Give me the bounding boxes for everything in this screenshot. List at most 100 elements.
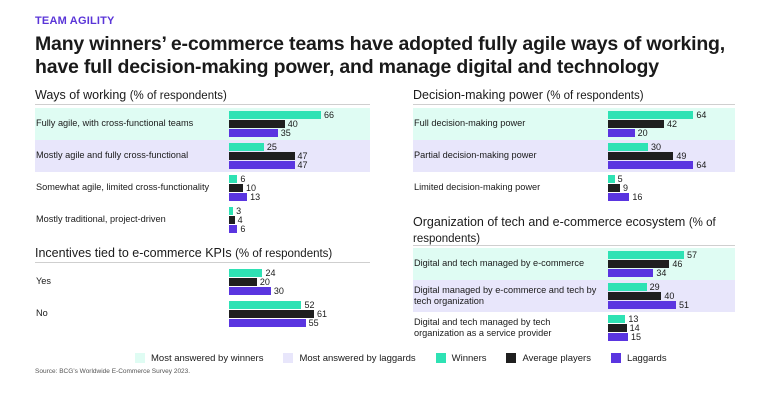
chart-1-row-2-value-average: 47 (297, 151, 308, 161)
legend-item-average: Average players (506, 353, 591, 364)
legend-label-band-laggards: Most answered by laggards (299, 352, 416, 364)
chart-3-row-3-label-text: Limited decision-making power (414, 182, 541, 193)
chart-1-row-2-bar-laggards (229, 161, 295, 169)
chart-4-row-3-value-laggards: 15 (631, 332, 642, 342)
chart-4-row-1-bar-average (608, 260, 670, 268)
chart-1-row-3-value-average: 10 (245, 183, 256, 193)
legend-item-band-laggards: Most answered by laggards (283, 352, 416, 364)
legend: Most answered by winners Most answered b… (135, 352, 687, 364)
legend-label-winners: Winners (451, 352, 487, 364)
chart-3-row-1-label: Full decision-making power (414, 108, 599, 140)
chart-1-row-3-value-winners: 6 (240, 174, 246, 184)
chart-2-row-1-bar-laggards (229, 287, 271, 295)
chart-4-row-1-bar-laggards (608, 269, 654, 277)
chart-3-row-2-value-average: 49 (676, 151, 687, 161)
chart-4-row-1-bar-winners (608, 251, 684, 259)
legend-swatch-band-laggards (283, 353, 294, 363)
chart-4-row-1-label: Digital and tech managed by e-commerce (414, 248, 599, 280)
chart-1-row-2-bar-winners (229, 143, 264, 151)
chart-4-row-1-label-text: Digital and tech managed by e-commerce (414, 258, 585, 269)
chart-4-row-1-value-average: 46 (672, 259, 683, 269)
chart-4-row-1-value-laggards: 34 (656, 268, 667, 278)
chart-1-row-2-value-winners: 25 (266, 142, 277, 152)
chart-1-row-3-bar-average (229, 184, 243, 192)
legend-swatch-laggards (610, 353, 621, 363)
chart-3-row-3-bar-laggards (608, 193, 630, 201)
legend-label-band-winners: Most answered by winners (151, 352, 264, 364)
chart-2-row-1-label-text: Yes (36, 276, 51, 287)
chart-1-row-1-bar-laggards (229, 129, 278, 137)
chart-3-title: Decision-making power (% of respondents) (413, 88, 735, 104)
chart-1-row-1-value-average: 40 (287, 119, 298, 129)
chart-1-row-4-label-text: Mostly traditional, project-driven (36, 214, 166, 225)
chart-3-row-2-label-text: Partial decision-making power (414, 150, 537, 161)
chart-1-row-2-value-laggards: 47 (297, 160, 308, 170)
chart-2-row-2-value-average: 61 (317, 309, 328, 319)
chart-1-row-4-bar-laggards (229, 225, 238, 233)
chart-4-row-2-bar-winners (608, 283, 647, 291)
chart-2-row-1-bar-winners (229, 269, 263, 277)
chart-2-row-1-value-winners: 24 (265, 268, 276, 278)
chart-4-row-3-bar-winners (608, 315, 626, 323)
chart-1-title-text: Ways of working (35, 88, 130, 102)
chart-4-title: Organization of tech and e-commerce ecos… (413, 215, 735, 247)
chart-4-row-3-bar-laggards (608, 333, 628, 341)
chart-1-row-3-value-laggards: 13 (250, 192, 261, 202)
chart-4-row-3-bar-average (608, 324, 627, 332)
chart-2-row-1-bar-average (229, 278, 257, 286)
chart-2-row-2-bar-winners (229, 301, 302, 309)
chart-2-row-1-value-average: 20 (259, 277, 270, 287)
chart-2-row-2-label: No (36, 298, 221, 330)
chart-4-row-3-label: Digital and tech managed by tech organiz… (414, 312, 599, 344)
chart-1-row-1-label-text: Fully agile, with cross-functional teams (36, 118, 194, 129)
chart-3-row-1-bar-average (608, 120, 664, 128)
chart-1-row-2-bar-average (229, 152, 295, 160)
page-title: Many winners’ e-commerce teams have adop… (35, 33, 725, 78)
chart-1-title-unit: (% of respondents) (129, 90, 227, 102)
chart-1-row-1-value-winners: 66 (324, 110, 335, 120)
legend-label-laggards: Laggards (626, 352, 667, 364)
chart-2-title-rule (35, 262, 370, 263)
chart-2-row-2-label-text: No (36, 308, 48, 319)
chart-1-row-4-label: Mostly traditional, project-driven (36, 204, 221, 236)
chart-4-row-3-label-text: Digital and tech managed by tech organiz… (414, 316, 552, 339)
chart-2-row-2-bar-laggards (229, 319, 306, 327)
chart-1-row-3-label: Somewhat agile, limited cross-functional… (36, 172, 221, 204)
chart-4-row-3-value-average: 14 (629, 323, 640, 333)
chart-2-title-text: Incentives tied to e-commerce KPIs (35, 246, 236, 260)
chart-1-title-rule (35, 104, 370, 105)
chart-3-row-2-bar-winners (608, 143, 648, 151)
chart-1-row-1-bar-winners (229, 111, 321, 119)
chart-3-row-1-bar-winners (608, 111, 694, 119)
chart-1-row-3-label-text: Somewhat agile, limited cross-functional… (36, 182, 210, 193)
chart-4-row-1-value-winners: 57 (687, 250, 698, 260)
chart-4-row-3-value-winners: 13 (628, 314, 639, 324)
chart-2-title: Incentives tied to e-commerce KPIs (% of… (35, 246, 370, 262)
chart-1-row-3-bar-winners (229, 175, 238, 183)
chart-2-row-2-value-winners: 52 (304, 300, 315, 310)
chart-3-row-2-value-laggards: 64 (696, 160, 707, 170)
chart-1-row-1-bar-average (229, 120, 285, 128)
chart-3-row-2-bar-laggards (608, 161, 694, 169)
legend-swatch-winners (435, 353, 446, 363)
chart-3-row-3-bar-average (608, 184, 620, 192)
legend-item-band-winners: Most answered by winners (135, 353, 263, 364)
chart-3-row-2-bar-average (608, 152, 674, 160)
chart-2-row-2-value-laggards: 55 (308, 318, 319, 328)
chart-2-row-2-bar-average (229, 310, 315, 318)
chart-3-row-1-value-average: 42 (667, 119, 678, 129)
chart-3-row-2-label: Partial decision-making power (414, 140, 599, 172)
chart-4-title-text: Organization of tech and e-commerce ecos… (413, 215, 689, 229)
legend-swatch-average (506, 353, 517, 363)
chart-2-title-unit: (% of respondents) (235, 248, 333, 260)
chart-4-row-2-value-laggards: 51 (679, 300, 690, 310)
chart-3-row-1-value-winners: 64 (696, 110, 707, 120)
chart-1-row-3-bar-laggards (229, 193, 248, 201)
chart-3-row-3-value-winners: 5 (617, 174, 623, 184)
chart-3-row-3-bar-winners (608, 175, 615, 183)
chart-1-row-4-bar-winners (229, 207, 234, 215)
chart-4-row-2-label: Digital managed by e-commerce and tech b… (414, 280, 599, 312)
chart-3-row-2-value-winners: 30 (651, 142, 662, 152)
chart-4-row-2-value-winners: 29 (649, 282, 660, 292)
chart-1-row-2-band (35, 140, 370, 172)
